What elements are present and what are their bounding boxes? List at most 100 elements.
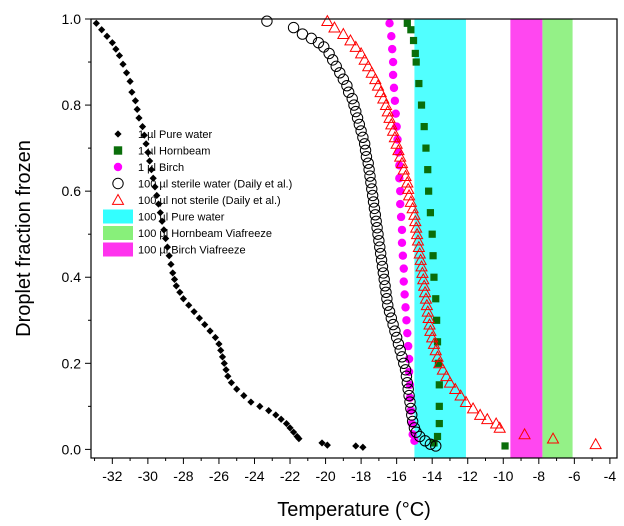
data-point [320,14,334,27]
data-point [391,109,400,118]
data-point [383,305,396,318]
data-point [289,428,298,436]
data-point [430,439,438,447]
data-point [265,407,273,415]
data-point [158,217,166,225]
data-point [440,369,453,382]
data-point [395,174,404,183]
data-point [411,49,419,58]
data-point [407,26,415,34]
data-point [140,131,148,139]
legend-label: 1 µl Hornbeam [138,146,210,158]
data-point [392,338,405,350]
series-5 [320,14,603,450]
data-point [169,269,177,277]
data-point [399,277,408,286]
data-point [433,316,441,324]
data-point [165,252,173,260]
data-point [408,208,421,220]
data-point [277,415,285,423]
legend-swatch [103,209,133,224]
data-point [403,19,411,27]
data-point [408,214,422,227]
data-point [344,33,357,46]
x-tick-label: -16 [387,468,407,484]
data-point [390,331,403,344]
data-point [401,376,414,389]
data-point [185,301,193,309]
data-point [402,383,414,395]
band-3 [510,19,543,458]
data-point [353,118,366,131]
data-point [272,411,280,419]
data-point [261,15,273,27]
data-point [170,275,179,283]
data-point [222,366,230,374]
data-point [403,389,415,402]
data-point [411,234,425,246]
data-point [305,32,318,45]
data-point [381,293,393,305]
legend-label: 100 µl Birch Viafreeze [138,245,246,257]
data-point [403,328,412,338]
data-point [330,60,342,73]
data-point [410,436,419,445]
data-point [501,442,509,450]
data-point [374,85,388,98]
data-point [355,125,367,137]
data-point [337,73,350,85]
data-point [417,279,431,291]
data-point [448,382,462,395]
data-point [376,92,390,104]
data-point [423,318,436,330]
data-point [358,53,372,65]
data-point [432,295,440,303]
legend-item: 1 µl Hornbeam [113,146,210,158]
legend-label: 1 µl Pure water [138,129,213,141]
data-point [295,435,303,443]
data-point [154,200,163,208]
data-point [366,189,379,202]
data-point [394,344,406,357]
data-point [397,238,407,248]
data-point [419,292,433,304]
data-point [348,99,360,111]
data-point [240,391,248,400]
data-point [404,396,416,408]
data-point [382,299,394,311]
legend-marker [113,146,123,155]
data-point [454,389,467,401]
data-point [415,259,428,272]
data-point [149,174,157,182]
data-point [153,191,161,200]
legend-item: 100 µl sterile water (Daily et al.) [112,177,292,191]
data-point [370,215,382,227]
x-axis-ticks: -32 -30 -28 -26 -24 -22 -20 -18 -16 -14 -12 -10 -8 -6… [94,458,616,484]
data-point [103,32,111,40]
data-point [396,351,408,363]
data-point [406,409,418,421]
y-axis-title: Droplet fraction frozen [13,140,35,337]
data-point [398,251,408,260]
data-point [377,267,390,279]
data-point [218,353,227,361]
x-tick-label: -8 [533,468,546,484]
legend-marker [114,130,122,138]
data-point [401,182,415,194]
data-point [167,260,175,268]
data-point [388,44,397,54]
data-point [399,364,412,376]
data-point [256,402,264,410]
data-point [227,379,235,387]
legend-label: 100 µl Hornbeam Viafreeze [138,228,272,240]
data-point [387,318,399,331]
data-point [387,32,396,41]
y-tick-label: 0.2 [62,355,82,371]
data-point [367,196,380,208]
data-point [480,412,494,425]
data-point [323,47,335,60]
data-point [409,221,423,233]
legend-marker [113,162,123,172]
data-point [144,148,152,157]
data-point [363,163,375,176]
